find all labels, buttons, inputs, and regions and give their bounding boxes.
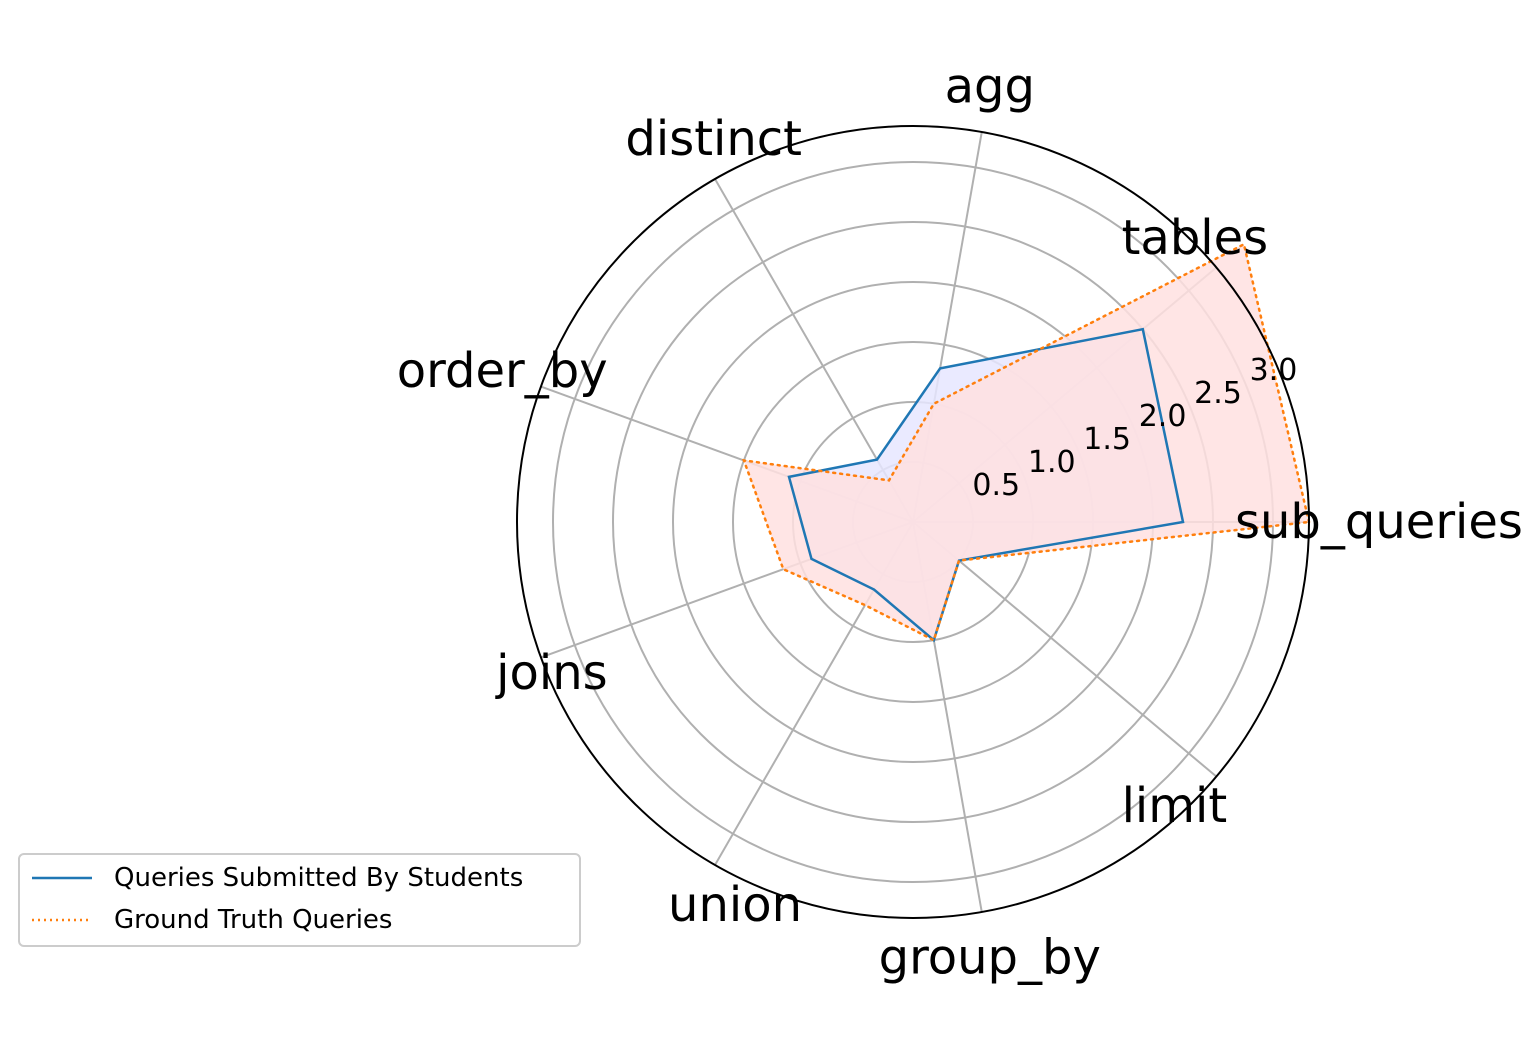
category-label-limit: limit: [1122, 778, 1228, 834]
category-label-tables: tables: [1122, 210, 1269, 266]
radial-tick-label: 2.0: [1139, 399, 1187, 434]
series-line-1: [742, 242, 1311, 642]
spoke-limit: [912, 521, 1217, 778]
legend: Queries Submitted By Students Ground Tru…: [18, 853, 581, 947]
radial-tick-label: 3.0: [1250, 353, 1298, 388]
category-label-order_by: order_by: [397, 343, 608, 399]
legend-swatch-students: [32, 876, 92, 880]
legend-item-students: Queries Submitted By Students: [30, 861, 523, 895]
category-label-sub_queries: sub_queries: [1235, 494, 1523, 550]
legend-item-ground-truth: Ground Truth Queries: [30, 903, 392, 937]
legend-label-ground-truth: Ground Truth Queries: [114, 905, 393, 935]
radial-tick-label: 1.0: [1028, 445, 1076, 480]
category-label-group_by: group_by: [879, 929, 1101, 985]
series-fill-1: [743, 244, 1309, 641]
legend-swatch-ground-truth: [32, 918, 92, 922]
radial-tick-label: 0.5: [972, 468, 1020, 503]
category-label-joins: joins: [495, 645, 607, 701]
category-labels: sub_queries tables agg distinct order_byjoin…: [397, 59, 1523, 986]
radial-tick-label: 1.5: [1083, 422, 1131, 457]
category-label-agg: agg: [945, 59, 1035, 115]
radial-tick-label: 2.5: [1194, 376, 1242, 411]
legend-label-students: Queries Submitted By Students: [114, 863, 524, 893]
outer-ring: [516, 125, 1310, 919]
category-label-union: union: [668, 877, 802, 933]
series-layer: [742, 242, 1311, 643]
radial-tick-labels: 0.51.01.52.02.53.0: [972, 353, 1297, 503]
category-label-distinct: distinct: [625, 111, 802, 167]
